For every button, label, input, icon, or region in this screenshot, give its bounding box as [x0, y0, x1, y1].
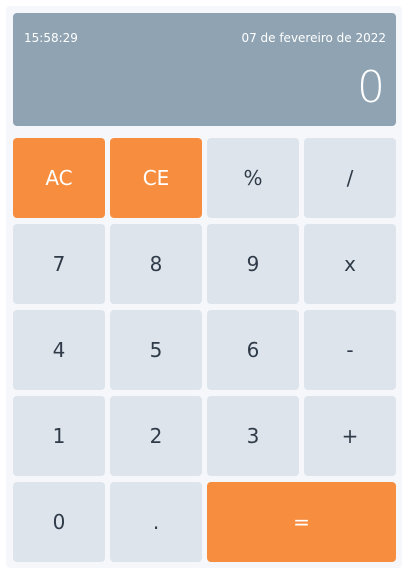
subtract-button[interactable]: -: [304, 310, 396, 390]
decimal-point-button[interactable]: .: [110, 482, 202, 562]
equals-button[interactable]: =: [207, 482, 396, 562]
digit-8-button[interactable]: 8: [110, 224, 202, 304]
digit-9-button[interactable]: 9: [207, 224, 299, 304]
digit-4-button[interactable]: 4: [13, 310, 105, 390]
digit-3-button[interactable]: 3: [207, 396, 299, 476]
display-value: 0: [357, 62, 385, 113]
digit-7-button[interactable]: 7: [13, 224, 105, 304]
divide-button[interactable]: /: [304, 138, 396, 218]
digit-1-button[interactable]: 1: [13, 396, 105, 476]
clock-time: 15:58:29: [24, 31, 78, 45]
all-clear-button[interactable]: AC: [13, 138, 105, 218]
display-panel: 15:58:29 07 de fevereiro de 2022 0: [13, 13, 396, 126]
calculator: 15:58:29 07 de fevereiro de 2022 0 AC CE…: [6, 6, 402, 568]
current-date: 07 de fevereiro de 2022: [241, 31, 386, 45]
multiply-button[interactable]: x: [304, 224, 396, 304]
digit-0-button[interactable]: 0: [13, 482, 105, 562]
clear-entry-button[interactable]: CE: [110, 138, 202, 218]
percent-button[interactable]: %: [207, 138, 299, 218]
digit-6-button[interactable]: 6: [207, 310, 299, 390]
digit-5-button[interactable]: 5: [110, 310, 202, 390]
add-button[interactable]: +: [304, 396, 396, 476]
keypad: AC CE % / 7 8 9 x 4 5 6 - 1 2 3 + 0 . =: [13, 138, 396, 562]
digit-2-button[interactable]: 2: [110, 396, 202, 476]
